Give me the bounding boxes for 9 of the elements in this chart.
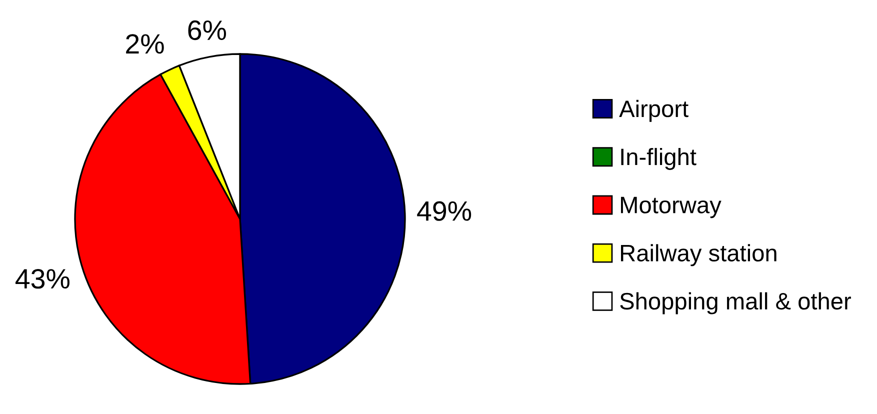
legend-label: Airport	[619, 100, 688, 122]
data-label: 43%	[16, 268, 70, 289]
data-label: 2%	[126, 34, 164, 54]
data-label: 6%	[188, 20, 226, 40]
legend-label: In-flight	[621, 148, 696, 170]
legend-label: Motorway	[621, 196, 722, 218]
legend-label: Railway station	[621, 244, 776, 266]
data-label: 49%	[417, 201, 472, 221]
legend-label: Shopping mall & other	[620, 292, 851, 314]
